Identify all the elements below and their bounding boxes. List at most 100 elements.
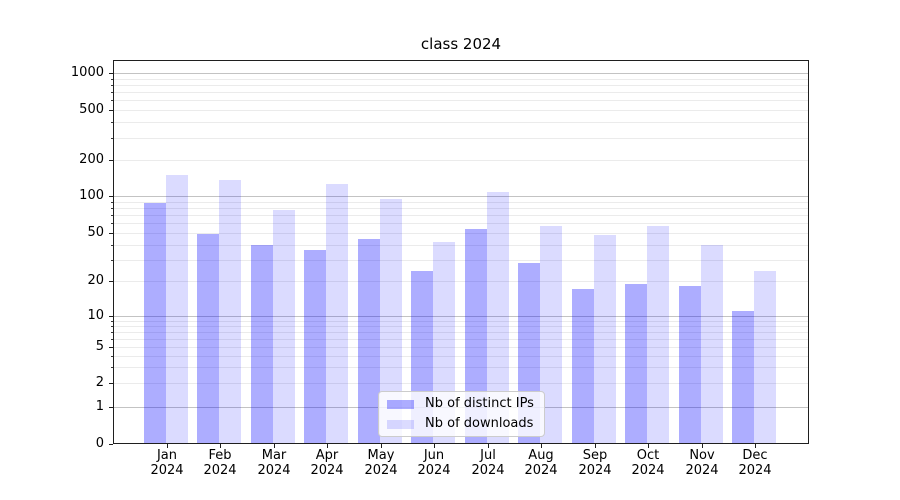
x-axis-tick: [327, 444, 328, 448]
y-axis-minor-tick: [111, 79, 113, 80]
bar-downloads: [326, 184, 349, 444]
gridline-minor: [114, 202, 808, 203]
x-axis-tick-label: Mar 2024: [257, 448, 291, 478]
y-axis-minor-tick: [111, 202, 113, 203]
gridline-minor: [114, 260, 808, 261]
bar-distinct-ips: [197, 234, 220, 444]
y-axis-minor-tick: [111, 356, 113, 357]
y-axis-tick: [109, 383, 113, 384]
y-axis-minor-tick: [111, 260, 113, 261]
gridline-major: [114, 73, 808, 74]
gridline-major: [114, 316, 808, 317]
y-axis-tick-label: 200: [79, 152, 104, 167]
x-axis-tick-label: Jul 2024: [471, 448, 505, 478]
bar-downloads: [486, 192, 509, 444]
y-axis-tick: [109, 407, 113, 408]
gridline-minor: [114, 367, 808, 368]
x-axis-tick: [274, 444, 275, 448]
x-axis-tick: [220, 444, 221, 448]
y-axis-tick: [109, 444, 113, 445]
y-axis-tick-label: 100: [79, 188, 104, 203]
plot-area: Nb of distinct IPs Nb of downloads: [113, 60, 809, 444]
bar-distinct-ips: [250, 244, 273, 444]
y-axis-tick-label: 500: [79, 102, 104, 117]
legend-swatch-downloads-icon: [387, 419, 414, 429]
bar-downloads: [754, 271, 777, 444]
gridline-minor: [114, 85, 808, 86]
gridline-minor: [114, 92, 808, 93]
bar-distinct-ips: [357, 238, 380, 444]
y-axis-tick: [109, 347, 113, 348]
gridline-minor: [114, 208, 808, 209]
x-axis-tick: [381, 444, 382, 448]
bar-downloads: [272, 209, 295, 444]
gridline-minor: [114, 245, 808, 246]
gridline-minor: [114, 110, 808, 111]
x-axis-tick-label: Nov 2024: [685, 448, 719, 478]
chart-title: class 2024: [420, 35, 502, 53]
x-axis-tick-label: Sep 2024: [578, 448, 612, 478]
y-axis-minor-tick: [111, 85, 113, 86]
x-axis-tick: [648, 444, 649, 448]
x-axis-tick-label: Jan 2024: [150, 448, 184, 478]
gridline-minor: [114, 326, 808, 327]
bar-downloads: [700, 244, 723, 444]
y-axis-minor-tick: [111, 215, 113, 216]
x-axis-tick-label: Jun 2024: [417, 448, 451, 478]
gridline-minor: [114, 215, 808, 216]
x-axis-tick-label: Feb 2024: [203, 448, 237, 478]
x-axis-tick: [434, 444, 435, 448]
x-axis-tick: [167, 444, 168, 448]
gridline-minor: [114, 332, 808, 333]
bar-downloads: [165, 174, 188, 444]
legend-item-distinct-ips: Nb of distinct IPs: [387, 396, 544, 413]
y-axis-minor-tick: [111, 332, 113, 333]
x-axis-tick-label: May 2024: [364, 448, 398, 478]
bar-downloads: [540, 226, 563, 444]
bar-downloads: [379, 198, 402, 444]
x-axis-tick: [755, 444, 756, 448]
bar-downloads: [647, 226, 670, 444]
y-axis-tick-label: 20: [87, 273, 104, 288]
y-axis-minor-tick: [111, 92, 113, 93]
y-axis-tick: [109, 110, 113, 111]
bar-distinct-ips: [678, 286, 701, 444]
bar-distinct-ips: [304, 250, 327, 444]
y-axis-tick-label: 1: [95, 399, 104, 414]
y-axis-minor-tick: [111, 321, 113, 322]
gridline-minor: [114, 233, 808, 234]
gridline-minor: [114, 122, 808, 123]
y-axis-tick-label: 50: [87, 225, 104, 240]
gridline-minor: [114, 339, 808, 340]
gridline-major: [114, 196, 808, 197]
y-axis-tick: [109, 73, 113, 74]
y-axis-minor-tick: [111, 100, 113, 101]
gridline-minor: [114, 100, 808, 101]
y-axis-tick-label: 1000: [70, 65, 104, 80]
y-axis-minor-tick: [111, 339, 113, 340]
bar-distinct-ips: [625, 283, 648, 444]
gridline-minor: [114, 160, 808, 161]
bar-distinct-ips: [143, 202, 166, 444]
y-axis-tick-label: 0: [95, 436, 104, 451]
legend-label-downloads: Nb of downloads: [425, 416, 534, 431]
legend-item-downloads: Nb of downloads: [387, 416, 544, 433]
gridline-minor: [114, 383, 808, 384]
x-axis-tick: [595, 444, 596, 448]
bar-downloads: [219, 180, 242, 444]
gridline-minor: [114, 321, 808, 322]
x-axis-tick-label: Aug 2024: [524, 448, 558, 478]
bar-distinct-ips: [571, 289, 594, 444]
y-axis-tick: [109, 281, 113, 282]
y-axis-tick-label: 10: [87, 308, 104, 323]
gridline-minor: [114, 223, 808, 224]
y-axis-tick: [109, 233, 113, 234]
y-axis-minor-tick: [111, 367, 113, 368]
x-axis-tick: [541, 444, 542, 448]
legend-swatch-distinct-ips-icon: [387, 399, 414, 409]
bar-distinct-ips: [732, 311, 755, 444]
x-axis-tick-label: Dec 2024: [738, 448, 772, 478]
y-axis-minor-tick: [111, 326, 113, 327]
gridline-minor: [114, 281, 808, 282]
x-axis-tick: [488, 444, 489, 448]
